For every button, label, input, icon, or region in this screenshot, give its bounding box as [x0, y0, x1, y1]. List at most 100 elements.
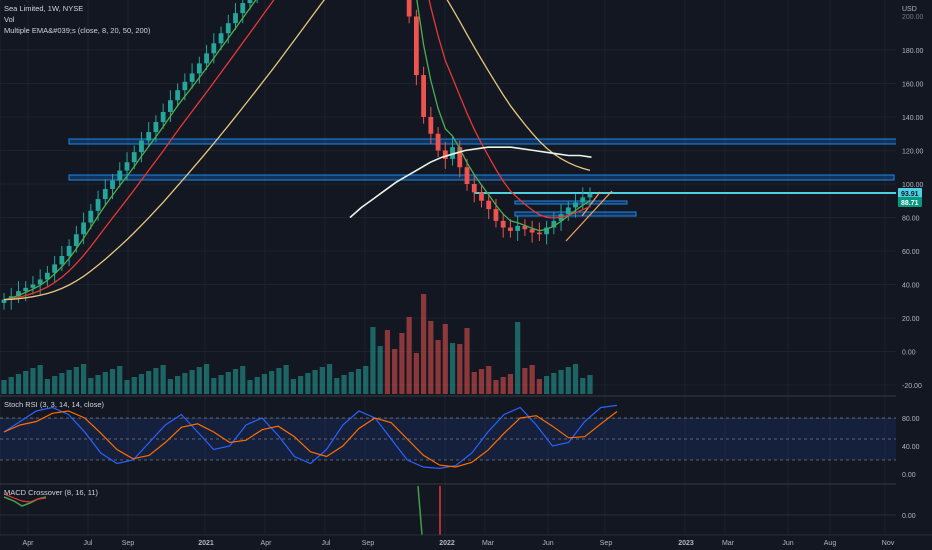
volume-bar — [428, 321, 434, 394]
stoch-tick-label: 0.00 — [902, 472, 916, 479]
volume-bar — [102, 372, 108, 394]
price-tick-label: 20.00 — [902, 316, 920, 323]
volume-bar — [59, 373, 65, 394]
trend-line — [581, 191, 601, 217]
price-tick-label: 140.00 — [902, 115, 924, 122]
volume-bar — [117, 366, 123, 394]
volume-bar — [269, 371, 275, 394]
volume-bar — [507, 374, 514, 394]
price-tick-label: 0.00 — [902, 350, 916, 357]
ema-20-line — [3, 0, 591, 301]
stoch-tick-label: 80.00 — [902, 416, 920, 423]
time-tick-label: Jun — [782, 540, 793, 547]
volume-bar — [334, 378, 340, 394]
ema-50-line — [3, 0, 591, 301]
candle — [225, 23, 231, 34]
candle — [406, 0, 412, 17]
volume-bar — [493, 380, 499, 394]
volume-bar — [522, 368, 528, 394]
candle — [160, 111, 166, 123]
macd-signal-line — [3, 493, 47, 503]
candle — [37, 279, 43, 285]
volume-bar — [587, 375, 593, 394]
volume-bar — [160, 365, 166, 394]
candle — [182, 81, 188, 91]
volume-bar — [319, 367, 325, 394]
volume-bar — [182, 373, 188, 394]
candle — [500, 220, 506, 228]
stoch-d-line — [3, 410, 618, 468]
volume-bar — [283, 365, 289, 394]
volume-bar — [355, 369, 362, 394]
candle — [573, 202, 578, 208]
price-tick-label: 120.00 — [902, 149, 924, 156]
volume-bar — [558, 370, 564, 394]
volume-bar — [442, 324, 448, 394]
volume-bar — [247, 380, 253, 394]
candle — [30, 284, 36, 288]
candle — [218, 33, 224, 44]
volume-bar — [131, 377, 137, 394]
time-axis[interactable]: Apr Jul Sep 2021 Apr Jul Sep 2022 Mar Jun Sep 2023 M… — [0, 534, 932, 550]
stoch-rsi-legend[interactable]: Stoch RSI (3, 3, 14, 14, close) — [4, 400, 105, 409]
resistance-zone-126 — [68, 138, 904, 145]
volume-bar — [305, 373, 311, 394]
candle — [95, 199, 101, 211]
macd-legend[interactable]: MACD Crossover (8, 16, 11) — [4, 488, 99, 497]
candle — [493, 209, 499, 221]
zone-88 — [514, 200, 628, 205]
ema-legend[interactable]: Multiple EMA&#039;s (close, 8, 20, 50, 2… — [4, 26, 151, 35]
candle — [189, 73, 195, 82]
stoch-rsi-pane — [0, 404, 896, 470]
volume-bar — [377, 346, 383, 394]
volume-bar — [406, 317, 412, 394]
volume-bar — [167, 379, 173, 394]
volume-bar — [30, 368, 36, 394]
candle — [529, 229, 535, 233]
price-tick-label: 40.00 — [902, 283, 920, 290]
volume-bar — [218, 375, 224, 394]
price-tick-label: 160.00 — [902, 82, 924, 89]
support-resistance-zones — [68, 138, 904, 242]
ema-lines — [3, 0, 592, 301]
candle — [23, 287, 29, 292]
candle — [479, 192, 484, 201]
volume-bar — [175, 376, 181, 394]
volume-bar — [290, 379, 296, 394]
volume-bar — [196, 367, 202, 394]
time-axis-bg — [0, 535, 932, 550]
volume-bar — [471, 372, 477, 394]
volume-bar — [348, 372, 354, 394]
candle — [59, 256, 65, 265]
time-tick-label: Sep — [362, 540, 375, 547]
volume-bar — [392, 349, 398, 394]
candle — [211, 43, 217, 54]
volume-bar — [421, 294, 427, 394]
time-tick-label: Jun — [542, 540, 553, 547]
volume-bar — [312, 370, 318, 394]
volume-legend[interactable]: Vol — [4, 15, 15, 24]
time-tick-label: 2023 — [678, 540, 694, 547]
resistance-zone-103 — [68, 174, 895, 181]
candle — [175, 90, 181, 101]
symbol-title[interactable]: Sea Limited, 1W, NYSE — [4, 4, 84, 13]
candle — [102, 189, 108, 200]
volume-bar — [363, 366, 369, 394]
candle — [45, 272, 50, 280]
volume-bar — [8, 377, 14, 394]
price-axis-bg — [896, 0, 932, 535]
candle — [457, 147, 463, 168]
candle — [428, 117, 434, 134]
ema-8-line — [3, 0, 591, 301]
volume-bars — [1, 294, 593, 394]
stoch-tick-label: 40.00 — [902, 444, 920, 451]
candle — [471, 184, 477, 193]
volume-bar — [565, 367, 571, 394]
candle — [240, 3, 246, 14]
volume-bar — [23, 371, 29, 394]
time-tick-label: Apr — [261, 540, 273, 547]
volume-bar — [15, 374, 22, 394]
candle — [450, 147, 455, 159]
